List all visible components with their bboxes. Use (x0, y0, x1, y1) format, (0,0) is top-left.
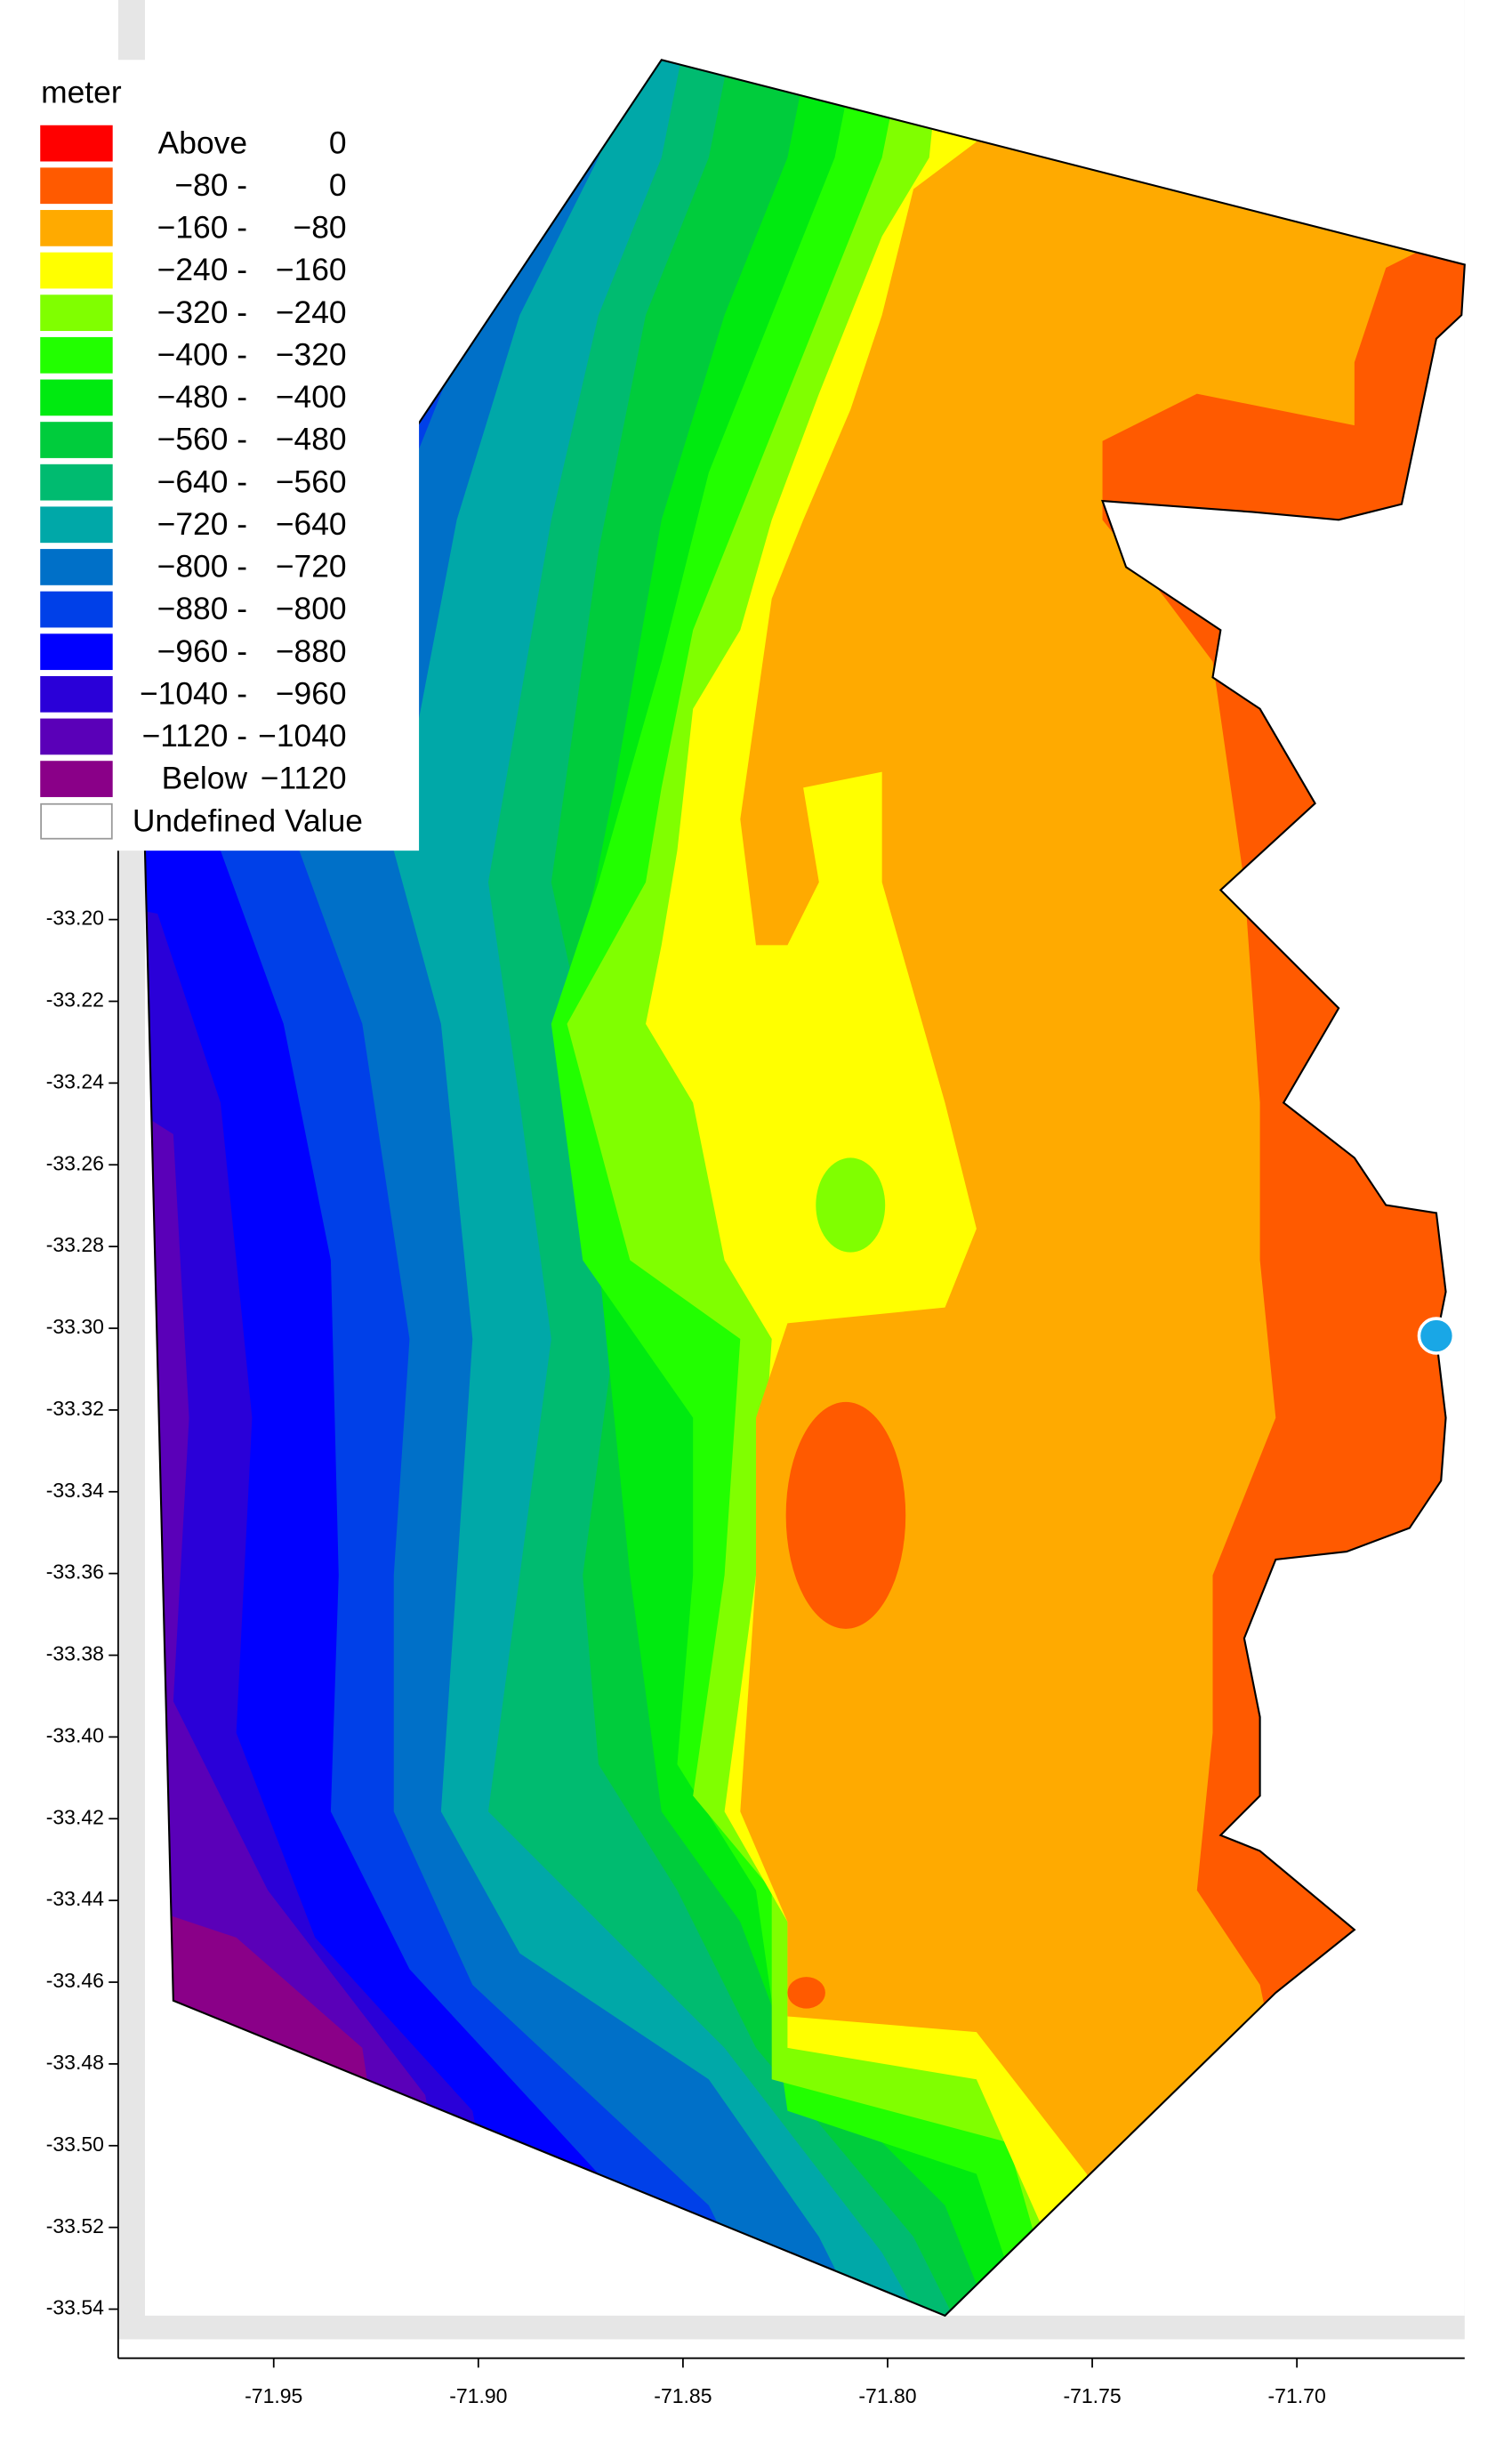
y-tick-label: -33.34 (46, 1479, 104, 1502)
legend-from: −240 - (157, 252, 247, 287)
legend-swatch (40, 761, 113, 797)
map-outline (141, 59, 1466, 2318)
y-tick-label: -33.24 (46, 1069, 104, 1092)
legend-to: −240 (276, 294, 347, 330)
y-tick-label: -33.54 (46, 2296, 104, 2319)
legend-from: −720 - (157, 506, 247, 542)
contour-island (787, 1977, 825, 2009)
legend-to: −480 (276, 422, 347, 457)
y-tick-label: -33.38 (46, 1642, 104, 1665)
y-tick-label: -33.40 (46, 1723, 104, 1746)
y-tick-label: -33.50 (46, 2132, 104, 2156)
legend-from: −400 - (157, 336, 247, 372)
legend-from: −880 - (157, 591, 247, 626)
y-tick-label: -33.44 (46, 1887, 104, 1910)
legend-swatch (40, 506, 113, 544)
legend-from: −1040 - (140, 675, 247, 711)
legend-label: Undefined Value (133, 802, 363, 838)
legend-to: −560 (276, 464, 347, 499)
y-tick-label: -33.32 (46, 1397, 104, 1420)
legend-to: −320 (276, 336, 347, 372)
legend-to: −400 (276, 379, 347, 415)
legend-from: −800 - (157, 549, 247, 585)
legend-swatch (40, 336, 113, 374)
legend-swatch (40, 379, 113, 416)
legend-swatch (40, 294, 113, 332)
y-tick-label: -33.36 (46, 1560, 104, 1584)
legend-to: 0 (329, 167, 347, 203)
legend-swatch (40, 125, 113, 162)
legend-to: −1120 (261, 761, 347, 796)
y-tick-label: -33.22 (46, 988, 104, 1012)
legend-from: −960 - (157, 633, 247, 669)
legend-to: −880 (276, 633, 347, 669)
legend-to: −1040 (258, 718, 346, 754)
legend-from: −320 - (157, 294, 247, 330)
legend-swatch (40, 464, 113, 501)
legend-swatch (40, 718, 113, 755)
legend-from: Below (162, 761, 248, 796)
y-tick-label: -33.30 (46, 1315, 104, 1338)
legend-from: −560 - (157, 422, 247, 457)
legend-swatch (40, 591, 113, 628)
x-tick-label: -71.85 (654, 2384, 712, 2407)
contour-island (816, 1157, 886, 1253)
legend-to: −720 (276, 549, 347, 585)
legend-swatch (40, 802, 113, 840)
legend-to: −800 (276, 591, 347, 626)
legend-title: meter (41, 75, 122, 110)
legend-swatch (40, 675, 113, 713)
x-tick-label: -71.80 (858, 2384, 916, 2407)
y-tick-label: -33.20 (46, 907, 104, 930)
legend-swatch (40, 549, 113, 585)
legend-swatch (40, 422, 113, 458)
y-tick-label: -33.46 (46, 1969, 104, 1992)
legend-to: −80 (294, 210, 347, 246)
legend-from: −480 - (157, 379, 247, 415)
y-tick-label: -33.52 (46, 2214, 104, 2237)
contour-island (785, 1401, 906, 1629)
x-tick-label: -71.75 (1063, 2384, 1121, 2407)
legend-swatch (40, 633, 113, 671)
y-tick-label: -33.28 (46, 1233, 104, 1256)
legend-swatch (40, 167, 113, 205)
legend-to: −640 (276, 506, 347, 542)
legend-swatch (40, 210, 113, 246)
y-tick-label: -33.26 (46, 1151, 104, 1174)
x-tick-label: -71.70 (1268, 2384, 1326, 2407)
legend-from: −1120 - (142, 718, 247, 754)
legend-from: −80 - (174, 167, 247, 203)
legend-from: Above (158, 125, 247, 160)
legend-from: −640 - (157, 464, 247, 499)
y-tick-label: -33.42 (46, 1805, 104, 1828)
legend-to: −960 (276, 675, 347, 711)
legend-swatch (40, 252, 113, 289)
location-marker (1417, 1317, 1456, 1355)
x-tick-label: -71.95 (245, 2384, 302, 2407)
legend-to: −160 (276, 252, 347, 287)
legend-to: 0 (329, 125, 347, 160)
legend-from: −160 - (157, 210, 247, 246)
axes: -33.20 -33.22 -33.24 -33.26 -33.28 -33.30 -33.… (46, 907, 1326, 2407)
x-tick-label: -71.90 (449, 2384, 507, 2407)
y-tick-label: -33.48 (46, 2051, 104, 2074)
legend: meter Above 0 −80 - 0 −160 - −80 −240 - −160 −32… (31, 60, 420, 851)
